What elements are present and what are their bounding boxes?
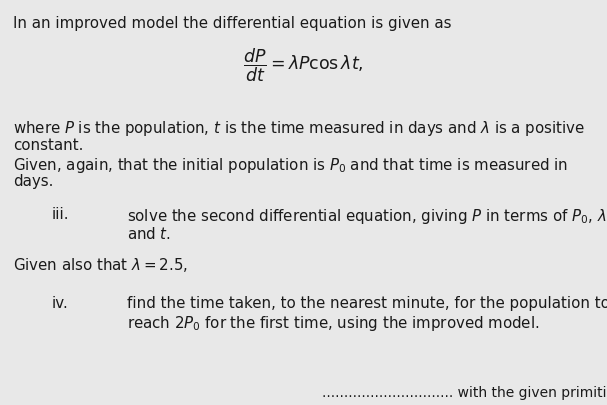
Text: reach $2P_0$ for the first time, using the improved model.: reach $2P_0$ for the first time, using t…	[127, 314, 540, 333]
Text: find the time taken, to the nearest minute, for the population to: find the time taken, to the nearest minu…	[127, 296, 607, 311]
Text: Given, again, that the initial population is $P_0$ and that time is measured in: Given, again, that the initial populatio…	[13, 156, 568, 175]
Text: In an improved model the differential equation is given as: In an improved model the differential eq…	[13, 16, 452, 31]
Text: iii.: iii.	[52, 207, 69, 222]
Text: $\dfrac{dP}{dt} = \lambda P\cos\lambda t,$: $\dfrac{dP}{dt} = \lambda P\cos\lambda t…	[243, 46, 364, 83]
Text: solve the second differential equation, giving $P$ in terms of $P_0$, $\lambda$: solve the second differential equation, …	[127, 207, 607, 226]
Text: and $t$.: and $t$.	[127, 226, 171, 242]
Text: .............................. with the given primitive, by: .............................. with the …	[322, 386, 607, 400]
Text: where $P$ is the population, $t$ is the time measured in days and $\lambda$ is a: where $P$ is the population, $t$ is the …	[13, 119, 585, 139]
Text: constant.: constant.	[13, 138, 84, 153]
Text: days.: days.	[13, 174, 54, 189]
Text: iv.: iv.	[52, 296, 69, 311]
Text: Given also that $\lambda = 2.5,$: Given also that $\lambda = 2.5,$	[13, 256, 188, 274]
